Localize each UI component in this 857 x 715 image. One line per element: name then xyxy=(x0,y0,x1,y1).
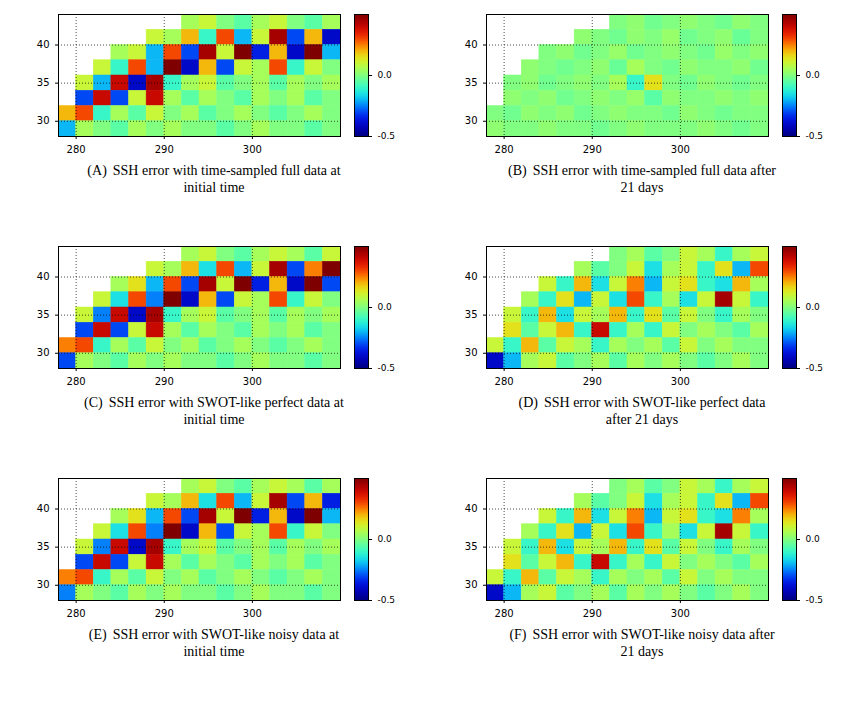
svg-text:30: 30 xyxy=(465,579,478,590)
svg-text:40: 40 xyxy=(465,39,478,50)
svg-text:280: 280 xyxy=(67,608,86,619)
html-text:(B) SSH error with time-sample: (B) SSH error with time-sampled full dat… xyxy=(508,163,776,195)
svg-text:30: 30 xyxy=(37,115,50,126)
svg-text:300: 300 xyxy=(243,376,262,387)
svg-text:40: 40 xyxy=(37,271,50,282)
svg-text:30: 30 xyxy=(37,347,50,358)
html-text:(C) SSH error with SWOT-like p: (C) SSH error with SWOT-like perfect dat… xyxy=(84,395,344,427)
svg-text:40: 40 xyxy=(465,503,478,514)
html-text:(E) SSH error with SWOT-like n: (E) SSH error with SWOT-like noisy data … xyxy=(88,627,340,659)
svg-text:0.0: 0.0 xyxy=(378,70,393,80)
svg-text:40: 40 xyxy=(37,503,50,514)
svg-text:30: 30 xyxy=(465,347,478,358)
svg-text:280: 280 xyxy=(495,608,514,619)
svg-text:-0.5: -0.5 xyxy=(806,595,824,605)
svg-text:40: 40 xyxy=(37,39,50,50)
html-text:(A) SSH error with time-sample: (A) SSH error with time-sampled full dat… xyxy=(87,163,341,195)
svg-text:280: 280 xyxy=(67,144,86,155)
svg-text:280: 280 xyxy=(495,376,514,387)
svg-text:35: 35 xyxy=(37,77,50,88)
svg-text:290: 290 xyxy=(155,376,174,387)
svg-text:35: 35 xyxy=(37,309,50,320)
svg-text:35: 35 xyxy=(465,309,478,320)
svg-text:290: 290 xyxy=(155,144,174,155)
svg-text:300: 300 xyxy=(243,144,262,155)
svg-text:290: 290 xyxy=(155,608,174,619)
svg-text:30: 30 xyxy=(465,115,478,126)
svg-text:280: 280 xyxy=(495,144,514,155)
svg-text:-0.5: -0.5 xyxy=(378,363,396,373)
svg-text:35: 35 xyxy=(37,541,50,552)
html-text:SSH error with SWOT-like perfe: SSH error with SWOT-like perfect data af… xyxy=(544,395,766,427)
svg-text:290: 290 xyxy=(583,144,602,155)
svg-text:300: 300 xyxy=(671,376,690,387)
svg-text:300: 300 xyxy=(243,608,262,619)
svg-text:290: 290 xyxy=(583,608,602,619)
svg-text:300: 300 xyxy=(671,144,690,155)
svg-text:40: 40 xyxy=(465,271,478,282)
svg-text:280: 280 xyxy=(67,376,86,387)
svg-text:35: 35 xyxy=(465,541,478,552)
svg-text:290: 290 xyxy=(583,376,602,387)
html-text:(F) SSH error with SWOT-like n: (F) SSH error with SWOT-like noisy data … xyxy=(509,627,775,659)
svg-text:0.0: 0.0 xyxy=(806,70,821,80)
svg-text:0.0: 0.0 xyxy=(378,534,393,544)
svg-text:30: 30 xyxy=(37,579,50,590)
svg-text:0.0: 0.0 xyxy=(806,302,821,312)
svg-text:-0.5: -0.5 xyxy=(378,131,396,141)
svg-text:0.0: 0.0 xyxy=(806,534,821,544)
html-text:(D): (D) xyxy=(518,395,538,410)
svg-text:0.0: 0.0 xyxy=(378,302,393,312)
svg-text:-0.5: -0.5 xyxy=(806,131,824,141)
svg-text:300: 300 xyxy=(671,608,690,619)
svg-text:-0.5: -0.5 xyxy=(806,363,824,373)
svg-text:-0.5: -0.5 xyxy=(378,595,396,605)
svg-text:35: 35 xyxy=(465,77,478,88)
